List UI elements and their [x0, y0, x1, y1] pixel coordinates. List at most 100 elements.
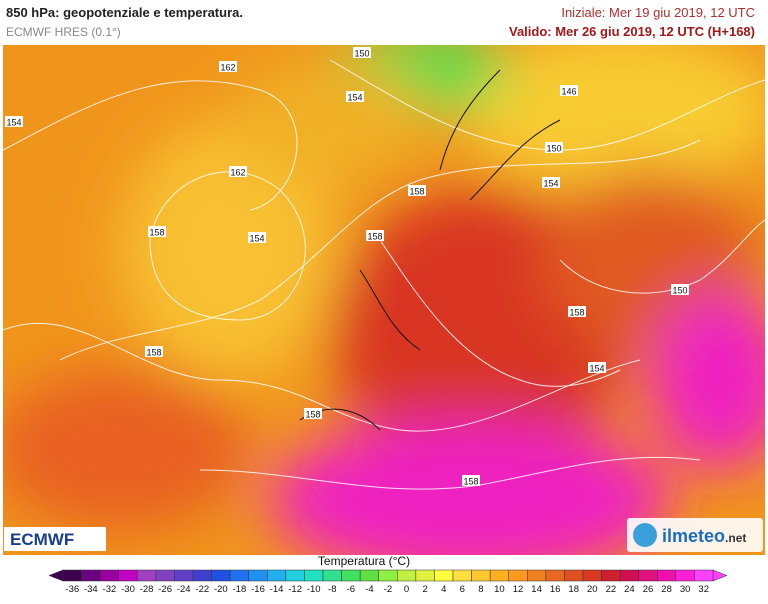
- colorbar-tick-label: 12: [513, 584, 524, 595]
- contour-label: 162: [220, 63, 235, 73]
- colorbar-swatch: [415, 569, 435, 582]
- contour-label: 158: [149, 228, 164, 238]
- colorbar-tick-label: 28: [661, 584, 672, 595]
- colorbar-swatch: [341, 569, 361, 582]
- colorbar-tick-label: 20: [587, 584, 598, 595]
- colorbar-tick-label: -32: [103, 584, 117, 595]
- colorbar-tick-label: 22: [606, 584, 617, 595]
- colorbar-swatch: [471, 569, 491, 582]
- contour-label: 158: [569, 308, 584, 318]
- colorbar-swatch: [248, 569, 268, 582]
- contour-label-bg: [588, 362, 606, 373]
- contour-label-bg: [304, 408, 322, 419]
- colorbar-swatch: [81, 569, 101, 582]
- colorbar-swatch: [434, 569, 454, 582]
- colorbar-swatch: [174, 569, 194, 582]
- colorbar-swatch: [211, 569, 231, 582]
- colorbar-swatch: [267, 569, 287, 582]
- colorbar-tick-label: -18: [233, 584, 247, 595]
- contour-label: 150: [672, 286, 687, 296]
- colorbar-swatch: [359, 569, 379, 582]
- contour-label: 150: [354, 49, 369, 59]
- colorbar-tick-label: -34: [84, 584, 98, 595]
- colorbar-swatch: [508, 569, 528, 582]
- contour-label-bg: [462, 475, 480, 486]
- contour-label-bg: [148, 226, 166, 237]
- contour-label-bg: [5, 116, 23, 127]
- contour-label-bg: [542, 177, 560, 188]
- colorbar-swatch: [694, 569, 714, 582]
- contour-label: 162: [230, 168, 245, 178]
- colorbar-label: Temperatura (°C): [318, 554, 410, 568]
- contour-label: 158: [409, 187, 424, 197]
- contour-label-bg: [219, 61, 237, 72]
- logo-icon: [633, 523, 657, 547]
- colorbar-tick-label: -24: [177, 584, 191, 595]
- contour-label-bg: [366, 230, 384, 241]
- contour-label-bg: [568, 306, 586, 317]
- colorbar-swatch: [378, 569, 398, 582]
- colorbar-tick-label: -10: [307, 584, 321, 595]
- colorbar-swatch: [564, 569, 584, 582]
- colorbar-tick-label: -4: [365, 584, 373, 595]
- contour-label: 154: [249, 234, 264, 244]
- colorbar-tick-label: 18: [568, 584, 579, 595]
- valid-time: Valido: Mer 26 giu 2019, 12 UTC (H+168): [509, 24, 755, 39]
- logo-right-box: [627, 518, 763, 552]
- colorbar-swatch: [527, 569, 547, 582]
- colorbar: -36 -34 -32 -30 -28 -26 -24 -22 -20 -18 -16 -14 -12-…: [48, 569, 728, 595]
- initial-time: Iniziale: Mer 19 giu 2019, 12 UTC: [561, 5, 755, 20]
- colorbar-tick-label: -26: [158, 584, 172, 595]
- colorbar-tick-label: 4: [441, 584, 446, 595]
- colorbar-tick-label: 14: [531, 584, 542, 595]
- colorbar-swatch: [601, 569, 621, 582]
- colorbar-tick-label: 30: [680, 584, 691, 595]
- contour-label: 154: [543, 179, 558, 189]
- colorbar-tick-label: 10: [494, 584, 505, 595]
- colorbar-swatch: [582, 569, 602, 582]
- colorbar-tick-label: -8: [328, 584, 336, 595]
- contour-label-bg: [671, 284, 689, 295]
- contour-label: 150: [546, 144, 561, 154]
- colorbar-tick-label: -14: [270, 584, 284, 595]
- colorbar-tick-label: 32: [698, 584, 709, 595]
- title: 850 hPa: geopotenziale e temperatura.: [6, 5, 243, 20]
- contour-label-bg: [145, 346, 163, 357]
- colorbar-swatch: [545, 569, 565, 582]
- model: ECMWF HRES (0.1°): [6, 25, 121, 39]
- colorbar-swatch: [155, 569, 175, 582]
- contour-label: 154: [589, 364, 604, 374]
- colorbar-swatch: [99, 569, 119, 582]
- colorbar-tick-label: -12: [288, 584, 302, 595]
- colorbar-swatch: [192, 569, 212, 582]
- colorbar-tick-label: 6: [460, 584, 465, 595]
- contour-label: 154: [6, 118, 21, 128]
- colorbar-tick-label: -16: [251, 584, 265, 595]
- colorbar-tick-label: 26: [643, 584, 654, 595]
- colorbar-swatch: [675, 569, 695, 582]
- colorbar-tick-label: -36: [65, 584, 79, 595]
- colorbar-tick-label: -28: [140, 584, 154, 595]
- colorbar-swatch: [304, 569, 324, 582]
- colorbar-tick-label: -30: [121, 584, 135, 595]
- colorbar-swatch: [397, 569, 417, 582]
- contour-labels: 150 162 154 146 154 150 162 154 158 158 154 158 150 1…: [5, 47, 689, 487]
- contour-label-bg: [353, 47, 371, 58]
- colorbar-swatch: [619, 569, 639, 582]
- logo-left: ECMWF: [10, 530, 74, 549]
- colorbar-swatch: [657, 569, 677, 582]
- colorbar-tick-label: 24: [624, 584, 635, 595]
- colorbar-tick-label: -6: [347, 584, 355, 595]
- logo-right: ilmeteo.net: [662, 526, 746, 546]
- map: 150 162 154 146 154 150 162 154 158 158 154 158 150 1…: [3, 45, 765, 555]
- contour-label: 158: [367, 232, 382, 242]
- colorbar-tick-label: -22: [195, 584, 209, 595]
- contour-label-bg: [248, 232, 266, 243]
- colorbar-swatch: [638, 569, 658, 582]
- colorbar-tick-label: 8: [478, 584, 483, 595]
- colorbar-tick-label: -2: [384, 584, 392, 595]
- colorbar-swatch: [285, 569, 305, 582]
- contour-label-bg: [346, 91, 364, 102]
- colorbar-swatch: [62, 569, 82, 582]
